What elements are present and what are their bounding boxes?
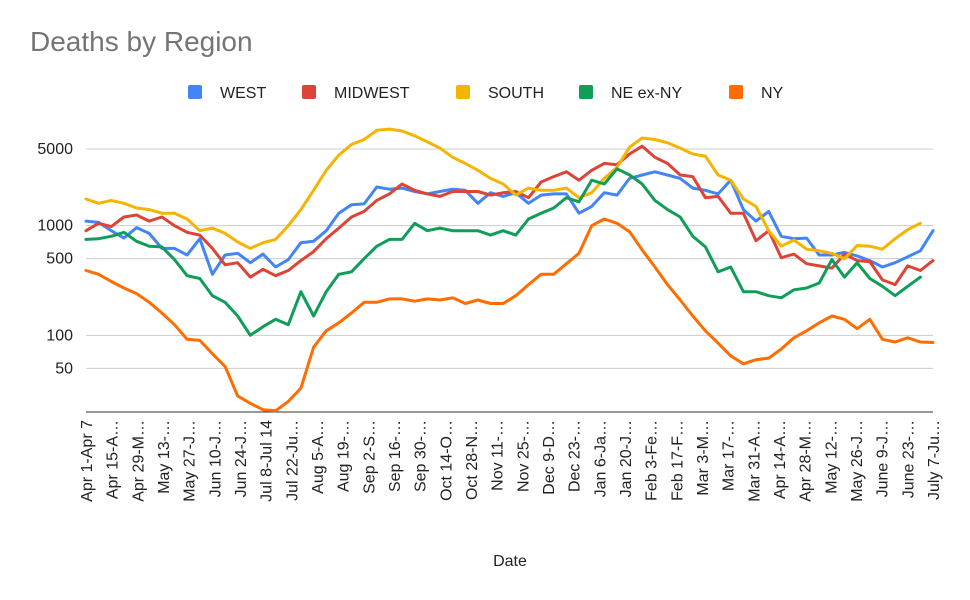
x-tick-label: Jan 20-J… (618, 420, 635, 497)
x-tick-label: Mar 31-A… (746, 420, 763, 502)
x-tick-label: June 23-… (900, 420, 917, 498)
y-tick-label: 500 (46, 251, 73, 268)
series-line-south (84, 127, 922, 261)
legend-item: MIDWEST (302, 85, 410, 102)
legend-item: NY (729, 85, 784, 102)
x-tick-label: Apr 15-A… (105, 420, 122, 499)
series-line-midwest (84, 144, 935, 287)
legend-swatch (579, 85, 593, 99)
x-axis-ticks: Apr 1-Apr 7 Apr 15-A… Apr 29-M… May 13-… May… (79, 420, 943, 502)
series-line-ny (84, 217, 935, 413)
chart-title: Deaths by Region (30, 26, 253, 57)
x-tick-label: July 7-Ju… (926, 420, 943, 500)
series-lines (84, 127, 935, 413)
legend-label: NY (761, 85, 784, 102)
x-tick-label: Nov 25-… (515, 420, 532, 492)
legend-swatch (729, 85, 743, 99)
x-tick-label: Mar 17-… (721, 420, 738, 491)
x-tick-label: Apr 14-A… (772, 420, 789, 499)
x-tick-label: Dec 9-D… (541, 420, 558, 495)
x-tick-label: Apr 29-M… (130, 420, 147, 502)
y-tick-label: 1000 (37, 218, 73, 235)
x-tick-label: Jul 22-Ju… (284, 420, 301, 501)
x-tick-label: Apr 28-M… (798, 420, 815, 502)
legend-label: MIDWEST (334, 85, 410, 102)
x-tick-label: May 13-… (156, 420, 173, 494)
x-tick-label: Nov 11-… (490, 420, 507, 491)
legend-item: SOUTH (456, 85, 544, 102)
y-tick-label: 50 (55, 360, 73, 377)
legend-item: NE ex-NY (579, 85, 682, 102)
x-tick-label: Jun 24-J… (233, 420, 250, 497)
legend-label: SOUTH (488, 85, 544, 102)
x-tick-label: Dec 23-… (567, 420, 584, 492)
series-line-west (84, 170, 935, 276)
x-axis-title: Date (493, 553, 527, 570)
x-tick-label: June 9-J… (875, 420, 892, 497)
x-tick-label: Oct 28-N… (464, 420, 481, 500)
x-tick-label: May 26-J… (849, 420, 866, 502)
x-tick-label: Sep 16-… (387, 420, 404, 492)
y-tick-label: 5000 (37, 141, 73, 158)
x-tick-label: Mar 3-M… (695, 420, 712, 496)
x-tick-label: Feb 17-F… (669, 420, 686, 501)
y-tick-label: 100 (46, 327, 73, 344)
x-tick-label: Sep 30-… (413, 420, 430, 492)
x-tick-label: May 12-… (823, 420, 840, 494)
legend-label: NE ex-NY (611, 85, 682, 102)
x-tick-label: Jan 6-Ja… (592, 420, 609, 497)
legend-swatch (302, 85, 316, 99)
legend-swatch (456, 85, 470, 99)
x-tick-label: May 27-J… (182, 420, 199, 502)
series-line-ne-ex-ny (84, 167, 922, 337)
legend-swatch (188, 85, 202, 99)
x-tick-label: Sep 2-S… (361, 420, 378, 494)
x-tick-label: Aug 19-… (336, 420, 353, 492)
x-tick-label: Jun 10-J… (207, 420, 224, 497)
x-tick-label: Feb 3-Fe… (644, 420, 661, 501)
x-tick-label: Jul 8-Jul 14 (259, 420, 276, 502)
legend-item: WEST (188, 85, 266, 102)
y-axis-ticks: 50 100 500 1000 5000 (37, 141, 73, 377)
x-tick-label: Apr 1-Apr 7 (79, 420, 96, 502)
legend-label: WEST (220, 85, 266, 102)
x-tick-label: Aug 5-A… (310, 420, 327, 494)
legend: WEST MIDWEST SOUTH NE ex-NY NY (188, 85, 784, 102)
x-tick-label: Oct 14-O… (438, 420, 455, 501)
